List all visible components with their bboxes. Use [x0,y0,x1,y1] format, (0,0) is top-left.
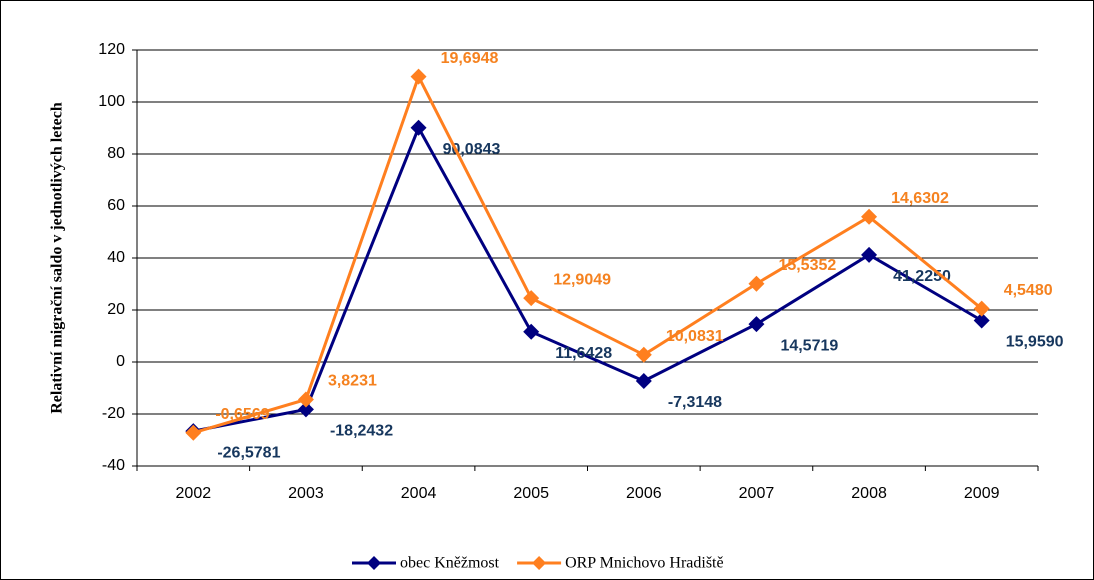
marker [523,323,540,340]
data-label: 19,6948 [441,50,499,67]
legend-label: obec Kněžmost [400,555,500,572]
data-label: 15,9590 [1006,334,1064,351]
x-tick-label: 2008 [851,485,887,502]
y-tick-label: 40 [107,249,125,266]
legend-marker [367,556,381,570]
legend-marker [532,556,547,570]
data-label: 4,5480 [1004,282,1053,299]
data-label: -7,3148 [668,394,722,411]
marker [973,300,990,317]
marker [635,346,652,363]
marker [410,68,427,85]
x-tick-label: 2005 [513,485,549,502]
marker [635,373,652,390]
x-tick-label: 2002 [176,485,212,502]
y-tick-label: 0 [116,353,125,370]
marker [861,208,878,225]
data-label: 11,6428 [555,345,612,362]
data-label: 14,5719 [780,337,838,354]
data-label: 3,8231 [328,373,377,390]
y-tick-label: -40 [102,457,125,474]
marker [185,424,202,441]
data-label: 12,9049 [553,271,611,288]
x-tick-label: 2007 [739,485,775,502]
y-tick-label: 20 [107,301,125,318]
marker [861,246,878,263]
marker [523,290,540,307]
marker [297,391,314,408]
data-label: -0,6569 [215,406,269,423]
marker [973,312,990,329]
x-tick-label: 2003 [288,485,324,502]
marker [297,401,314,418]
x-tick-label: 2004 [401,485,437,502]
marker [748,316,765,333]
x-tick-label: 2009 [964,485,1000,502]
data-label: 10,0831 [666,328,724,345]
legend-label: ORP Mnichovo Hradiště [565,555,724,572]
y-tick-label: 80 [107,145,125,162]
series-line [193,124,983,433]
y-tick-label: 120 [98,41,125,58]
y-axis-title: Relativní migrační saldo v jednotlivých … [49,102,66,414]
y-tick-label: 60 [107,197,125,214]
marker [410,119,427,136]
data-label: 14,6302 [891,190,949,207]
x-tick-label: 2006 [626,485,662,502]
data-label: -18,2432 [330,423,393,440]
y-tick-label: -20 [102,405,125,422]
data-label: 15,5352 [778,257,836,274]
marker [748,275,765,292]
data-label: -26,5781 [217,444,280,461]
y-tick-label: 100 [98,93,125,110]
series-line [192,72,983,435]
